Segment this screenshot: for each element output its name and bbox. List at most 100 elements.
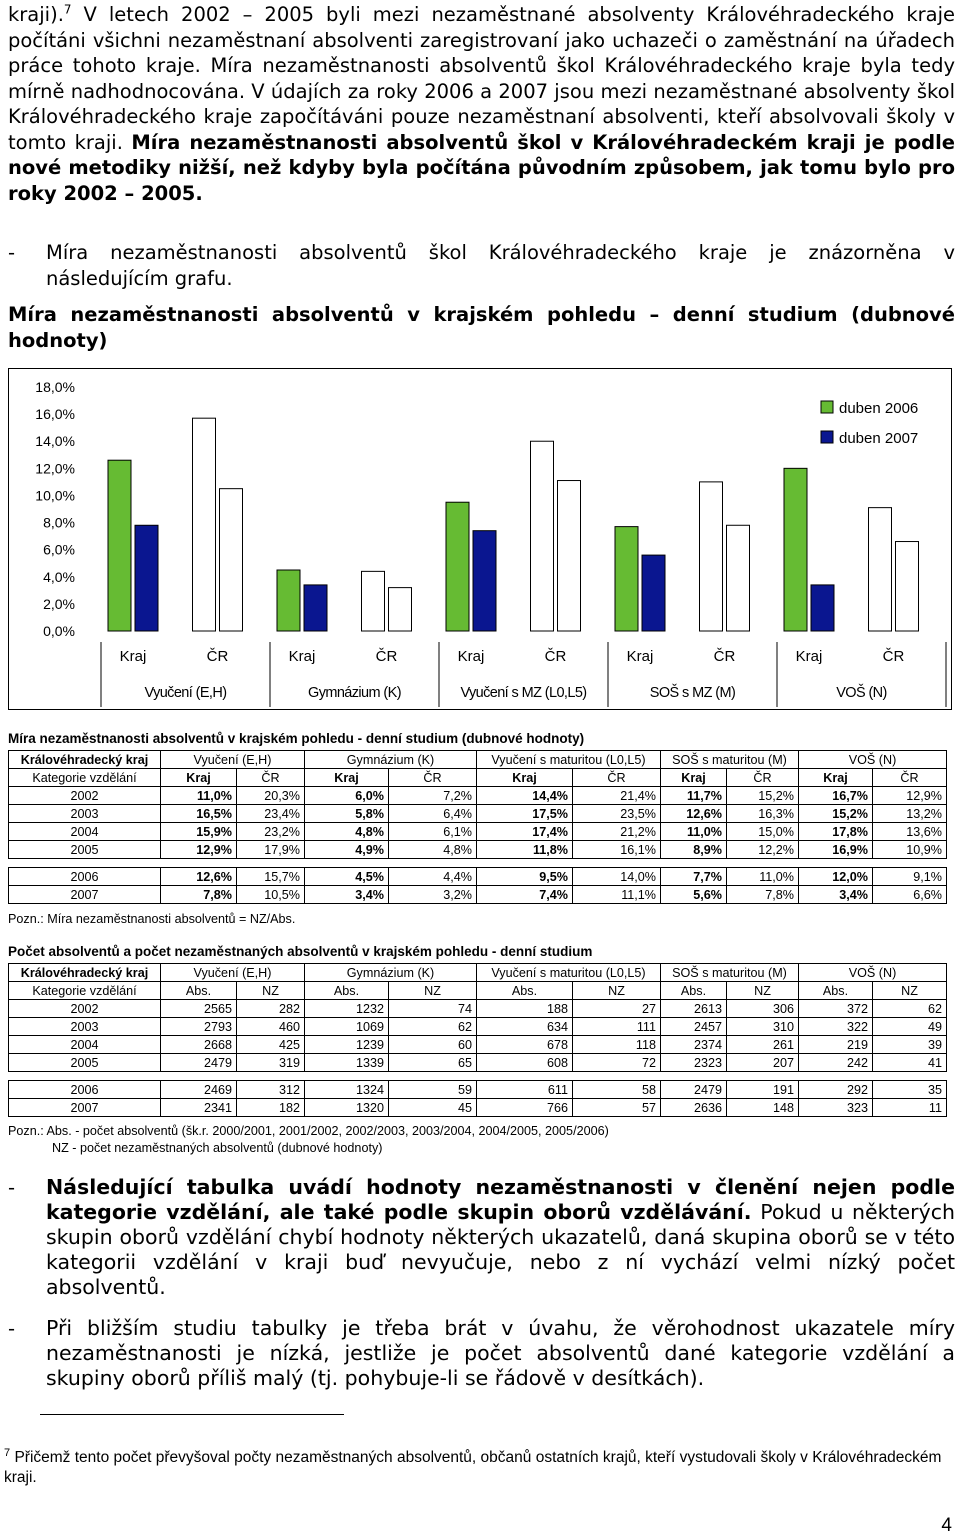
x-group-label: Vyučení (E,H): [145, 685, 227, 701]
bar-2007: [472, 530, 497, 632]
x-category-label: Kraj: [120, 648, 147, 665]
table-cell: Gymnázium (K): [304, 750, 477, 769]
table-cell: 608: [476, 1053, 573, 1072]
table-cell: Kraj: [476, 768, 573, 787]
table-cell: 2003: [8, 804, 161, 823]
table-cell: 14,0%: [572, 867, 661, 886]
outro-paragraph-1: Následující tabulka uvádí hodnoty nezamě…: [46, 1175, 955, 1299]
x-category-label: Kraj: [796, 648, 823, 665]
table-cell: 15,2%: [798, 804, 873, 823]
bar-2006: [107, 459, 132, 632]
table2-title: Počet absolventů a počet nezaměstnaných …: [8, 944, 593, 959]
table-cell: 12,9%: [872, 786, 947, 805]
table-cell: SOŠ s maturitou (M): [660, 750, 799, 769]
bar-2006: [614, 526, 639, 632]
table-cell: 12,2%: [726, 840, 799, 859]
y-tick-label: 0,0%: [43, 623, 75, 639]
x-category-label: ČR: [376, 648, 398, 665]
table-cell: 2479: [160, 1053, 237, 1072]
table-cell: 2636: [660, 1098, 727, 1117]
table-cell: Vyučení s maturitou (L0,L5): [476, 750, 661, 769]
legend-label-2007: duben 2007: [839, 430, 918, 447]
table-cell: 21,4%: [572, 786, 661, 805]
footnote: 7 Přičemž tento počet převyšoval počty n…: [4, 1447, 942, 1487]
table-cell: 5,8%: [304, 804, 389, 823]
chart-heading: Míra nezaměstnanosti absolventů v krajsk…: [8, 303, 955, 352]
table-cell: Královéhradecký kraj: [8, 750, 161, 769]
table-cell: 319: [236, 1053, 305, 1072]
table-cell: 35: [872, 1080, 947, 1099]
table-row: 2006 2469 312 1324 59 611 58 2479 191 292 35: [8, 1080, 947, 1099]
table-cell: NZ: [572, 981, 661, 1000]
x-category-label: Kraj: [627, 648, 654, 665]
y-tick-label: 8,0%: [43, 515, 75, 531]
table-cell: 62: [872, 999, 947, 1018]
y-tick-label: 14,0%: [35, 433, 75, 449]
table-cell: ČR: [388, 768, 477, 787]
table-cell: 460: [236, 1017, 305, 1036]
table-cell: Abs.: [476, 981, 573, 1000]
table-cell: 16,5%: [160, 804, 237, 823]
table-cell: 23,5%: [572, 804, 661, 823]
y-tick-label: 4,0%: [43, 569, 75, 585]
intro-paragraph: kraji).7 V letech 2002 – 2005 byli mezi …: [8, 2, 955, 205]
table-cell: 261: [726, 1035, 799, 1054]
table-row: 2003 2793 460 1069 62 634 111 2457 310 322 49: [8, 1017, 947, 1036]
intro-bold-statement: Míra nezaměstnanosti absolventů škol v K…: [8, 130, 955, 205]
x-category-label: Kraj: [458, 648, 485, 665]
bar-2006: [445, 501, 470, 632]
table-cell: 7,4%: [476, 885, 573, 904]
x-group-label: SOŠ s MZ (M): [650, 684, 735, 701]
table-cell: 2004: [8, 1035, 161, 1054]
table-cell: 8,9%: [660, 840, 727, 859]
table-cell: 7,7%: [660, 867, 727, 886]
y-tick-label: 10,0%: [35, 487, 75, 503]
table-cell: NZ: [388, 981, 477, 1000]
table-cell: 11,8%: [476, 840, 573, 859]
table-cell: 58: [572, 1080, 661, 1099]
table-row: 2007 2341 182 1320 45 766 57 2636 148 323 11: [8, 1098, 947, 1117]
table-cell: 188: [476, 999, 573, 1018]
table-cell: SOŠ s maturitou (M): [660, 963, 799, 982]
table-cell: 9,1%: [872, 867, 947, 886]
table-cell: Kraj: [798, 768, 873, 787]
table-row: 2005 12,9% 17,9% 4,9% 4,8% 11,8% 16,1% 8,9% 12,2…: [8, 840, 947, 859]
table-cell: Vyučení (E,H): [160, 963, 305, 982]
table-cell: 2007: [8, 885, 161, 904]
table-cell: 7,8%: [726, 885, 799, 904]
table-cell: 2565: [160, 999, 237, 1018]
table-cell: VOŠ (N): [798, 750, 947, 769]
table-cell: 1232: [304, 999, 389, 1018]
table-cell: 45: [388, 1098, 477, 1117]
table-cell: 4,8%: [304, 822, 389, 841]
table1-note: Pozn.: Míra nezaměstnanosti absolventů =…: [8, 912, 296, 926]
table-cell: Kraj: [160, 768, 237, 787]
table-cell: Abs.: [660, 981, 727, 1000]
x-category-label: ČR: [883, 648, 905, 665]
table-cell: 242: [798, 1053, 873, 1072]
table-cell: 23,4%: [236, 804, 305, 823]
table-cell: 1339: [304, 1053, 389, 1072]
table-cell: 118: [572, 1035, 661, 1054]
bar-2006: [276, 569, 301, 632]
table-cell: 2323: [660, 1053, 727, 1072]
table-cell: 17,8%: [798, 822, 873, 841]
table-cell: 322: [798, 1017, 873, 1036]
table-cell: 1324: [304, 1080, 389, 1099]
table-cell: 11,7%: [660, 786, 727, 805]
table-cell: 12,6%: [660, 804, 727, 823]
page-number: 4: [941, 1515, 952, 1536]
bar-2007: [303, 584, 328, 632]
table-cell: 60: [388, 1035, 477, 1054]
footnote-ref: 7: [63, 2, 72, 17]
y-tick-label: 12,0%: [35, 460, 75, 476]
bullet-dash: -: [8, 1317, 16, 1340]
table-cell: 3,2%: [388, 885, 477, 904]
legend-swatch-2007: [820, 430, 834, 444]
table-cell: [8, 1071, 947, 1081]
table-cell: 3,4%: [798, 885, 873, 904]
table-cell: 292: [798, 1080, 873, 1099]
table-cell: Královéhradecký kraj: [8, 963, 161, 982]
table-cell: 323: [798, 1098, 873, 1117]
table-row: 2002 2565 282 1232 74 188 27 2613 306 372 62: [8, 999, 947, 1018]
